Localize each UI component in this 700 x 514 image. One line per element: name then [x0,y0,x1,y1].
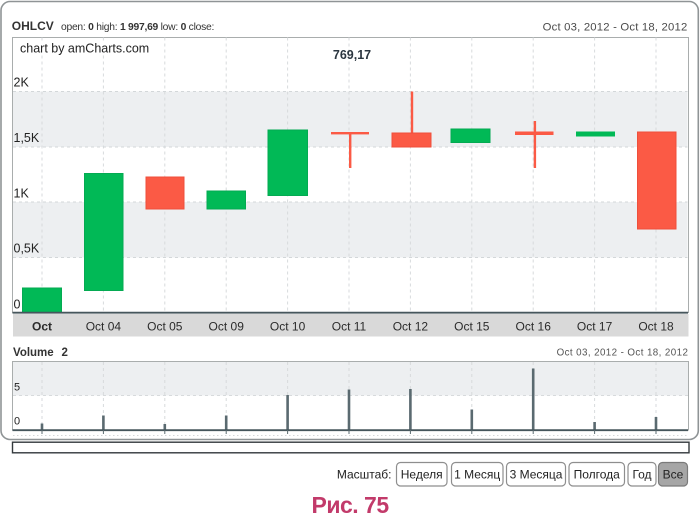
svg-text:0: 0 [14,416,20,428]
svg-text:769,17: 769,17 [333,48,371,62]
svg-text:Oct 04: Oct 04 [86,320,122,334]
svg-text:Oct 03, 2012 - Oct 18, 2012: Oct 03, 2012 - Oct 18, 2012 [557,348,689,359]
svg-text:Oct 05: Oct 05 [147,320,183,334]
svg-text:Полгода: Полгода [574,467,621,481]
svg-text:Oct: Oct [32,320,52,334]
svg-text:chart by amCharts.com: chart by amCharts.com [20,42,149,56]
svg-text:1K: 1K [14,187,30,201]
svg-text:2K: 2K [14,76,30,90]
svg-text:Все: Все [663,467,684,481]
svg-text:Oct 18: Oct 18 [638,320,674,334]
svg-text:Масштаб:: Масштаб: [337,468,392,482]
svg-text:Неделя: Неделя [401,467,443,481]
svg-text:0,5K: 0,5K [14,242,40,256]
svg-text:OHLCV: OHLCV [12,19,54,33]
svg-text:Oct 16: Oct 16 [516,320,552,334]
svg-text:Volume: Volume [13,347,54,359]
svg-text:Год: Год [632,467,651,481]
svg-text:1 Месяц: 1 Месяц [454,467,500,481]
svg-text:3 Месяца: 3 Месяца [510,467,563,481]
svg-text:open: 0 high: 1 997,69 low: 0: open: 0 high: 1 997,69 low: 0 close: [61,22,214,33]
svg-text:Oct 12: Oct 12 [393,320,429,334]
svg-text:Рис. 75: Рис. 75 [312,492,390,514]
svg-text:5: 5 [14,382,20,394]
svg-text:1,5K: 1,5K [14,131,40,145]
svg-text:Oct 03, 2012 - Oct 18, 2012: Oct 03, 2012 - Oct 18, 2012 [543,22,688,34]
svg-text:Oct 10: Oct 10 [270,320,306,334]
svg-text:Oct 17: Oct 17 [577,320,613,334]
svg-text:2: 2 [62,347,68,359]
svg-text:Oct 11: Oct 11 [332,320,367,334]
svg-text:Oct 09: Oct 09 [209,320,245,334]
svg-text:Oct 15: Oct 15 [454,320,490,334]
svg-text:0: 0 [14,298,21,312]
